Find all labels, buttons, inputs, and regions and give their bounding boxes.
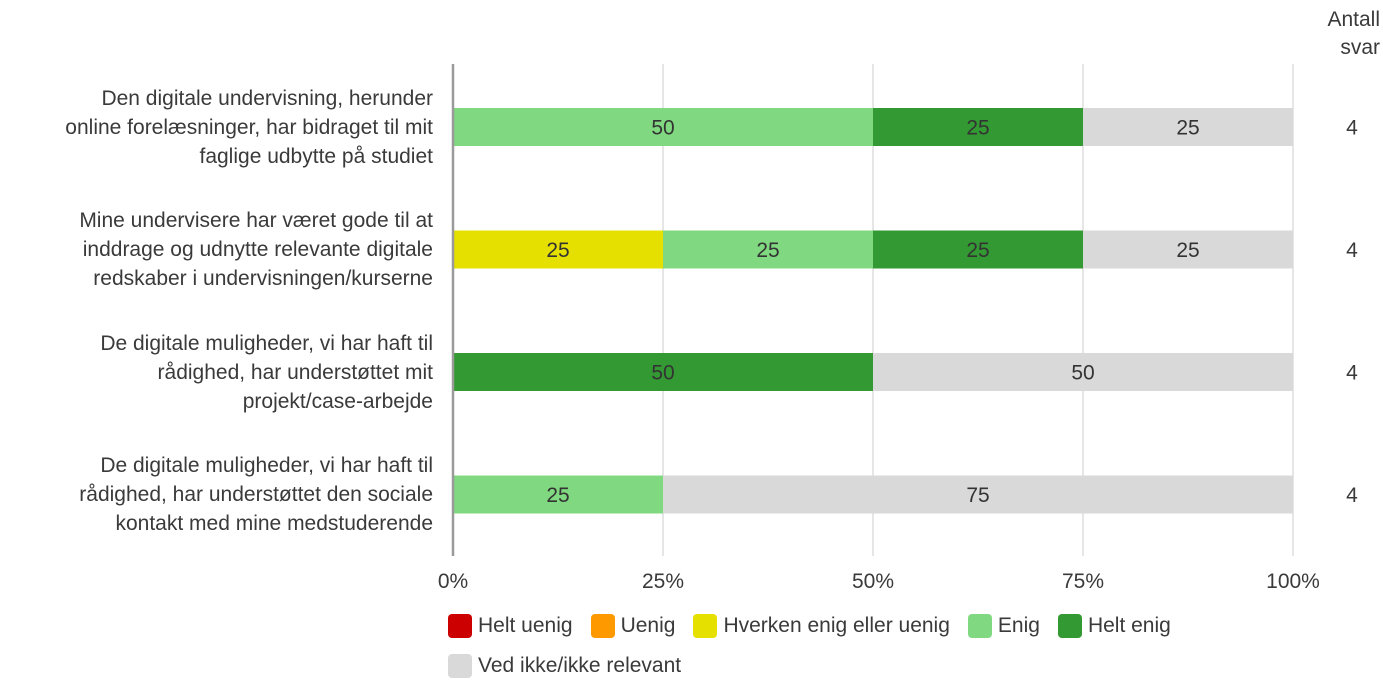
- bar-value-label: 50: [651, 362, 674, 385]
- legend-item-helt-uenig[interactable]: Helt uenig: [442, 614, 573, 638]
- category-label-line: De digitale muligheder, vi har haft til: [100, 454, 433, 477]
- bar-segment: [1083, 108, 1293, 146]
- x-tick-label: 100%: [1266, 570, 1320, 593]
- category-label-line: De digitale muligheder, vi har haft til: [100, 331, 433, 355]
- bar-segment: [873, 108, 1083, 146]
- category-label-line: inddrage og udnytte relevante digitale: [82, 238, 433, 261]
- legend-label-helt-enig: Helt enig: [1087, 614, 1171, 637]
- bar-value-label: 25: [966, 117, 989, 140]
- category-label: De digitale muligheder, vi har haft til r…: [0, 451, 433, 538]
- legend-swatch-uenig: [590, 614, 615, 638]
- x-tick-label: 75%: [1062, 570, 1104, 593]
- bar-segment: [873, 353, 1293, 391]
- bar-segment: [453, 353, 873, 391]
- count-header-line2: svar: [1340, 36, 1380, 59]
- legend-item-helt-enig[interactable]: Helt enig: [1052, 614, 1171, 638]
- category-label-line: rådighed, har understøttet den sociale: [79, 483, 433, 506]
- category-label-line: Mine undervisere har været gode til at: [79, 209, 433, 232]
- category-label-line: online forelæsninger, har bidraget til m…: [65, 115, 433, 139]
- bar-value-label: 50: [651, 117, 674, 140]
- bar-segment: [663, 475, 1293, 514]
- legend-label-hverken: Hverken enig eller uenig: [723, 614, 950, 637]
- bar-value-label: 25: [546, 239, 569, 262]
- category-label-line: faglige udbytte på studiet: [199, 144, 433, 168]
- bar-segment: [663, 230, 873, 269]
- legend-row-1: Helt uenig Uenig Hverken enig eller ueni…: [442, 606, 1372, 646]
- legend-item-uenig[interactable]: Uenig: [585, 614, 676, 638]
- legend-swatch-hverken: [693, 614, 718, 638]
- bar-segment: [1083, 230, 1293, 269]
- chart-legend: Helt uenig Uenig Hverken enig eller ueni…: [442, 606, 1372, 686]
- bar-value-label: 25: [756, 239, 779, 262]
- category-label-line: projekt/case-arbejde: [242, 389, 433, 413]
- legend-label-uenig: Uenig: [620, 614, 676, 637]
- legend-row-2: Ved ikke/ikke relevant: [442, 646, 1372, 686]
- bar-segment: [453, 108, 873, 146]
- legend-item-enig[interactable]: Enig: [962, 614, 1040, 638]
- bar-value-label: 25: [546, 484, 569, 507]
- x-tick-label: 0%: [438, 570, 468, 593]
- category-label-line: redskaber i undervisningen/kurserne: [93, 267, 433, 290]
- category-label-line: kontakt med mine medstuderende: [115, 512, 433, 535]
- category-label: Den digitale undervisning, herunder onlin…: [0, 84, 433, 171]
- bar-segment: [453, 230, 663, 269]
- legend-swatch-helt-uenig: [448, 614, 472, 638]
- category-label-line: Den digitale undervisning, herunder: [101, 86, 433, 110]
- legend-label-enig: Enig: [997, 614, 1040, 637]
- legend-item-ved-ikke[interactable]: Ved ikke/ikke relevant: [442, 654, 681, 678]
- bar-value-label: 75: [966, 484, 989, 507]
- bar-value-label: 25: [1176, 239, 1199, 262]
- bar-segment: [453, 475, 663, 514]
- legend-swatch-ved-ikke: [448, 654, 472, 678]
- legend-swatch-enig: [967, 614, 992, 638]
- answer-count: 4: [1346, 362, 1358, 385]
- legend-label-ved-ikke: Ved ikke/ikke relevant: [478, 654, 682, 677]
- answer-count: 4: [1346, 239, 1358, 262]
- answer-count: 4: [1346, 117, 1358, 140]
- legend-swatch-helt-enig: [1057, 614, 1082, 638]
- bar-segment: [873, 230, 1083, 269]
- legend-item-hverken[interactable]: Hverken enig eller uenig: [687, 614, 950, 638]
- bar-value-label: 50: [1071, 362, 1094, 385]
- x-tick-label: 50%: [852, 570, 894, 593]
- legend-label-helt-uenig: Helt uenig: [478, 614, 573, 637]
- count-header-line1: Antall: [1327, 8, 1380, 31]
- category-label-line: rådighed, har understøttet mit: [157, 360, 433, 384]
- answer-count: 4: [1346, 484, 1358, 507]
- category-label: De digitale muligheder, vi har haft til r…: [0, 329, 433, 416]
- x-tick-label: 25%: [642, 570, 684, 593]
- bar-value-label: 25: [1176, 117, 1199, 140]
- category-label: Mine undervisere har været gode til at in…: [0, 206, 433, 293]
- bar-value-label: 25: [966, 239, 989, 262]
- count-header: Antall svar: [1300, 6, 1380, 62]
